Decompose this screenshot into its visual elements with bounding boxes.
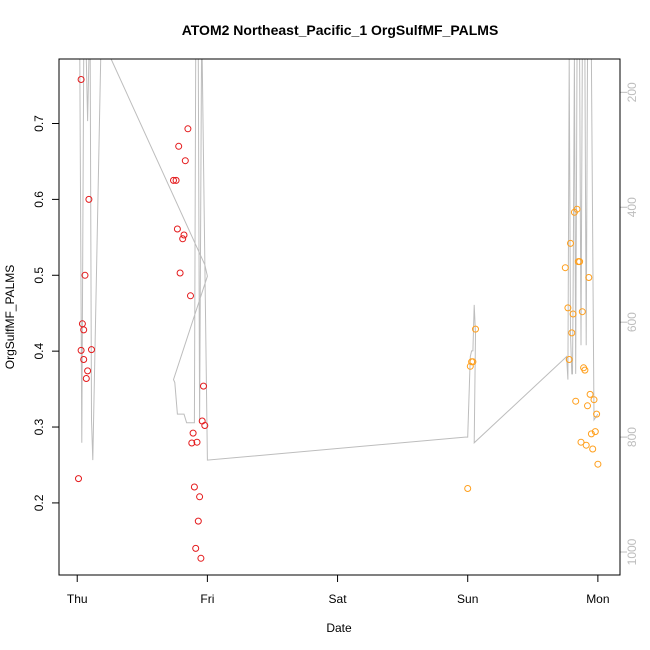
data-point [181, 157, 189, 165]
data-point [77, 346, 85, 354]
data-point [578, 308, 586, 316]
x-tick-label: Sat [329, 592, 348, 606]
data-point [190, 483, 198, 491]
x-axis-label: Date [326, 621, 352, 635]
data-point [82, 375, 90, 382]
axes-group: Thu Fri Sat Sun Mon 0.2 0.3 0.4 0.5 0.6 0.7 200 400 6… [32, 82, 639, 606]
data-point [200, 382, 207, 390]
y-axis-label: OrgSulfMF_PALMS [3, 265, 17, 369]
y-tick-label: 0.2 [32, 494, 46, 511]
data-point [75, 475, 82, 483]
chart-title: ATOM2 Northeast_Pacific_1 OrgSulfMF_PALM… [182, 22, 499, 38]
data-point [594, 460, 602, 468]
data-point [572, 397, 580, 405]
data-point [77, 76, 85, 83]
data-point [582, 441, 590, 449]
data-point [568, 329, 576, 337]
data-point [590, 396, 598, 404]
data-point [469, 358, 477, 366]
data-point [586, 390, 594, 398]
data-point [576, 258, 584, 266]
data-point [180, 231, 188, 239]
altitude-line-group [77, 58, 599, 461]
data-point [587, 430, 595, 438]
y-tick-label: 0.3 [32, 418, 46, 435]
data-point [201, 422, 209, 429]
data-point [194, 517, 202, 525]
data-point [88, 346, 95, 354]
x-tick-label: Sun [457, 592, 478, 606]
data-point [187, 292, 194, 300]
right-tick-label: 1000 [625, 538, 639, 565]
y-tick-label: 0.5 [32, 267, 46, 284]
data-point [189, 429, 197, 437]
data-point [585, 274, 593, 281]
data-point [80, 326, 88, 334]
data-point [84, 367, 92, 375]
data-point [569, 310, 577, 318]
data-point [179, 235, 187, 243]
x-tick-label: Thu [67, 592, 88, 606]
data-point [85, 195, 93, 203]
data-point [464, 485, 472, 492]
data-point [176, 269, 184, 277]
data-point [591, 428, 599, 436]
data-point [564, 304, 572, 312]
data-point [589, 445, 597, 453]
x-tick-label: Mon [586, 592, 609, 606]
data-point [193, 438, 201, 446]
right-tick-label: 400 [625, 197, 639, 217]
data-point [188, 439, 196, 447]
data-point [175, 142, 183, 150]
data-point [170, 176, 177, 184]
right-tick-label: 200 [625, 82, 639, 102]
data-point [472, 325, 479, 333]
altitude-trace [77, 58, 599, 461]
data-point [565, 356, 573, 363]
data-points-group [75, 76, 602, 562]
data-point [196, 493, 204, 501]
y-tick-label: 0.4 [32, 342, 46, 359]
y-tick-label: 0.7 [32, 115, 46, 132]
data-point [172, 176, 180, 184]
data-point [80, 356, 88, 363]
data-point [581, 366, 589, 374]
data-point [197, 554, 205, 562]
plot-area [58, 58, 621, 576]
data-point [184, 125, 192, 133]
right-tick-label: 800 [625, 427, 639, 447]
x-tick-label: Fri [200, 592, 214, 606]
data-point [573, 205, 581, 213]
data-point [577, 438, 585, 446]
data-point [584, 402, 591, 410]
data-point [173, 225, 181, 233]
data-point [81, 271, 89, 279]
data-point [567, 239, 574, 247]
y-tick-label: 0.6 [32, 191, 46, 208]
data-point [561, 264, 569, 272]
data-point [593, 410, 601, 418]
right-tick-label: 600 [625, 312, 639, 332]
data-point [192, 544, 200, 552]
